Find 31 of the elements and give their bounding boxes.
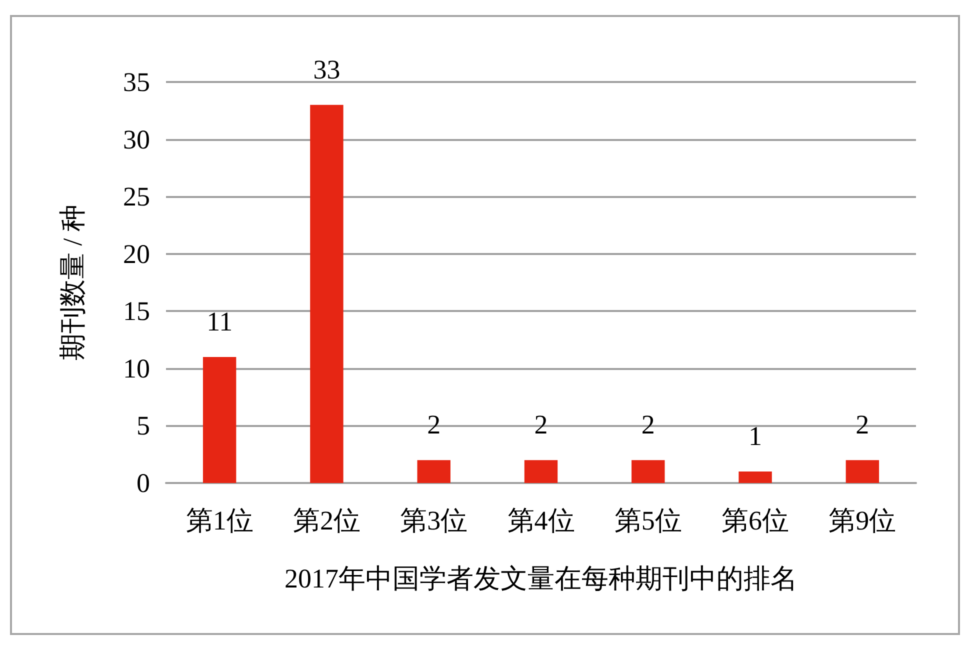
bar <box>632 460 665 483</box>
y-tick-label: 15 <box>123 296 150 326</box>
data-label: 2 <box>641 410 655 440</box>
x-axis-title: 2017年中国学者发文量在每种期刊中的排名 <box>284 564 798 594</box>
data-label: 2 <box>427 410 441 440</box>
x-tick-label: 第4位 <box>507 506 575 536</box>
data-label: 2 <box>856 410 870 440</box>
bar <box>846 460 880 483</box>
x-tick-label: 第2位 <box>292 506 360 536</box>
y-tick-label: 25 <box>123 182 150 212</box>
y-tick-label: 20 <box>123 238 150 269</box>
y-tick-label: 5 <box>136 410 150 441</box>
x-tick-label: 第9位 <box>828 506 896 536</box>
data-label: 11 <box>206 306 233 336</box>
x-tick-label: 第1位 <box>186 506 254 536</box>
y-tick-label: 30 <box>123 124 150 154</box>
x-tick-label: 第5位 <box>614 506 682 536</box>
bar <box>524 460 558 483</box>
x-tick-label: 第3位 <box>400 506 468 536</box>
bar <box>202 356 236 483</box>
data-label: 2 <box>534 410 548 440</box>
data-label: 33 <box>313 54 340 84</box>
x-tick-label: 第6位 <box>722 506 790 536</box>
y-tick-label: 10 <box>123 353 150 384</box>
bar <box>738 472 772 483</box>
bar <box>310 104 344 483</box>
y-axis-title: 期刊数量 / 种 <box>58 204 88 361</box>
y-tick-label: 0 <box>136 468 150 498</box>
bar <box>417 460 450 483</box>
data-label: 1 <box>748 421 762 452</box>
y-tick-label: 35 <box>123 67 150 97</box>
